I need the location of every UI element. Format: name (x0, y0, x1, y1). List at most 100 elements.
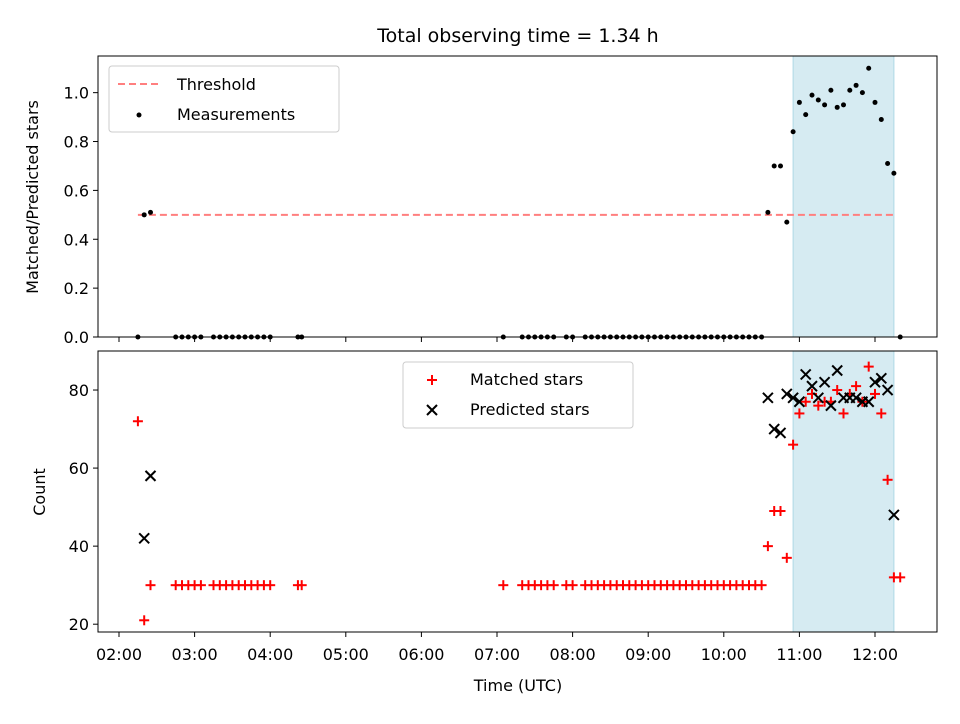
measurement-point (891, 170, 897, 176)
bottom-y-ticks: 20 40 60 80 (69, 381, 98, 634)
matched-star-point (265, 580, 276, 591)
measurement-point (141, 212, 147, 218)
matched-star-point (775, 506, 786, 517)
matched-star-point (296, 580, 307, 591)
predicted-star-point (888, 509, 900, 521)
top-highlight-band (792, 55, 895, 338)
matched-star-point (195, 580, 206, 591)
measurement-point (148, 209, 153, 215)
x-tick-label: 05:00 (323, 645, 369, 664)
measurement-points (135, 65, 903, 340)
matched-star-point (139, 615, 150, 626)
legend-matched-swatch (427, 375, 437, 385)
x-tick-label: 04:00 (247, 645, 293, 664)
predicted-star-point (799, 368, 812, 381)
y-tick-label: 0.2 (64, 279, 89, 298)
x-tick-label: 02:00 (96, 645, 142, 664)
x-tick-label: 12:00 (852, 645, 898, 664)
x-tick-label: 08:00 (550, 645, 596, 664)
legend-matched-label: Matched stars (470, 370, 583, 389)
measurement-point (859, 90, 865, 96)
measurement-point (834, 104, 840, 110)
predicted-star-point (774, 427, 787, 439)
matched-star-point (895, 572, 906, 583)
y-tick-label: 0.4 (64, 230, 89, 249)
x-tick-label: 07:00 (474, 645, 520, 664)
top-y-axis-label: Matched/Predicted stars (23, 100, 42, 294)
y-tick-label: 40 (69, 537, 89, 556)
matched-star-point (800, 396, 811, 407)
measurement-point (878, 117, 884, 123)
legend-predicted-label: Predicted stars (470, 400, 590, 419)
measurement-point (872, 99, 878, 105)
predicted-star-point (762, 392, 774, 404)
measurement-point (841, 102, 846, 108)
legend-predicted-swatch (426, 404, 438, 416)
matched-stars-points (132, 361, 906, 626)
y-tick-label: 20 (69, 615, 89, 634)
predicted-star-point (787, 392, 799, 404)
predicted-stars-points (138, 364, 900, 545)
measurement-point (822, 102, 828, 108)
measurement-point (847, 87, 853, 93)
matched-star-point (567, 580, 578, 591)
measurement-point (803, 112, 809, 118)
bottom-x-axis-label: Time (UTC) (473, 676, 562, 695)
predicted-star-point (831, 364, 843, 377)
x-tick-label: 10:00 (701, 645, 747, 664)
measurement-point (828, 87, 834, 93)
y-tick-label: 0.6 (64, 181, 89, 200)
chart-title: Total observing time = 1.34 h (376, 25, 658, 47)
legend-predicted-marker (426, 404, 438, 416)
matched-star-point (132, 416, 143, 427)
predicted-star-point (850, 392, 862, 404)
legend-measurements-label: Measurements (177, 105, 295, 124)
matched-star-point (548, 580, 559, 591)
highlight-band (792, 55, 895, 338)
top-panel: 0.0 0.2 0.4 0.6 0.8 1.0 Matched/Predicted sta… (23, 55, 938, 347)
measurement-point (765, 209, 771, 215)
x-tick-label: 11:00 (776, 645, 822, 664)
matched-star-point (882, 474, 893, 485)
measurement-point (885, 161, 891, 167)
predicted-star-point (138, 532, 150, 545)
legend-threshold-label: Threshold (176, 75, 256, 94)
matched-star-point (863, 361, 874, 372)
matched-star-point (145, 580, 156, 591)
measurement-point (853, 82, 859, 88)
matched-star-point (794, 408, 805, 419)
y-tick-label: 1.0 (64, 84, 89, 103)
predicted-star-point (768, 423, 780, 435)
x-tick-label: 09:00 (625, 645, 671, 664)
predicted-star-point (793, 396, 806, 408)
top-legend: Threshold Measurements (108, 65, 340, 133)
legend-measurements-swatch (136, 112, 142, 118)
predicted-star-point (862, 396, 875, 408)
bottom-axes-frame (97, 350, 938, 633)
matched-star-point (756, 580, 767, 591)
matched-star-point (498, 580, 509, 591)
measurement-point (771, 163, 777, 169)
x-tick-label: 03:00 (172, 645, 218, 664)
legend-matched-marker (427, 375, 437, 385)
measurement-point (809, 92, 815, 98)
matched-star-point (870, 388, 880, 399)
measurement-point (815, 97, 821, 103)
predicted-star-point (806, 380, 818, 392)
matched-star-point (838, 408, 849, 419)
y-tick-label: 60 (69, 459, 89, 478)
matched-star-point (832, 385, 843, 396)
predicted-star-point (781, 388, 793, 400)
top-axes-frame (97, 55, 938, 338)
predicted-star-point (869, 376, 881, 388)
measurement-point (784, 219, 790, 225)
matched-star-point (762, 541, 773, 552)
y-tick-label: 80 (69, 381, 89, 400)
bottom-legend: Matched stars Predicted stars (402, 361, 634, 429)
measurement-point (790, 129, 796, 135)
bottom-y-axis-label: Count (30, 468, 49, 516)
matched-star-point (813, 400, 824, 411)
top-y-ticks: 0.0 0.2 0.4 0.6 0.8 1.0 (64, 84, 98, 347)
